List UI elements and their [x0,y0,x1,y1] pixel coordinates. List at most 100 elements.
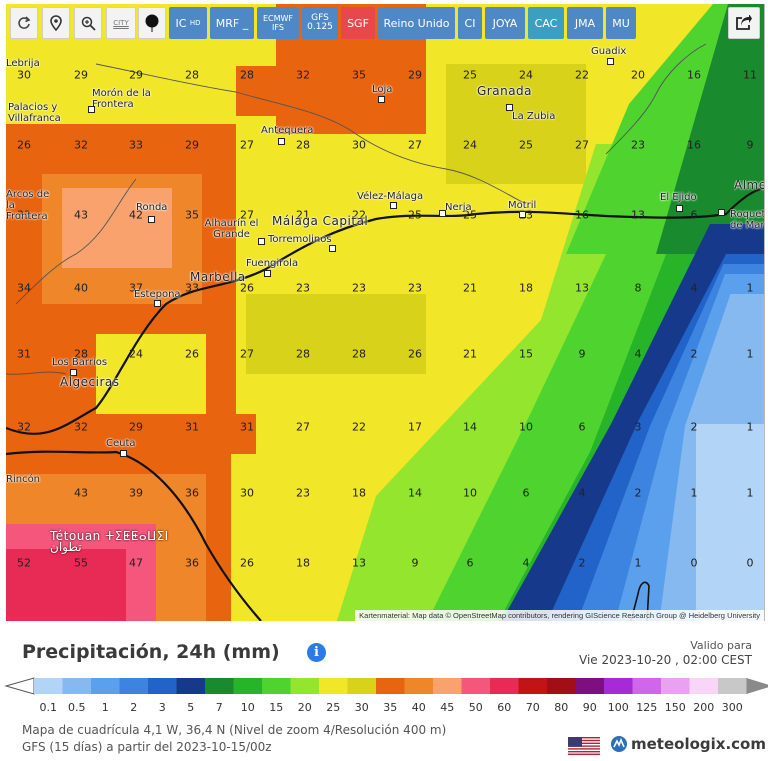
grid-value: 24 [129,347,143,361]
meteologix-logo-icon [611,736,627,752]
grid-value: 16 [687,138,701,152]
layer-toggle-button[interactable] [138,7,166,39]
panel-title: Precipitación, 24h (mm) [22,641,280,663]
grid-value: 32 [74,420,88,434]
refresh-button[interactable] [10,7,38,39]
grid-value: 32 [17,420,31,434]
scale-tick-label: 125 [636,701,658,714]
scale-swatch [376,678,405,694]
zone-darkyellow-granada [446,64,586,184]
scale-tick-label: 25 [326,701,341,714]
share-button[interactable] [728,7,760,39]
zoom-button[interactable] [74,7,102,39]
scale-tick-label: 15 [269,701,284,714]
grid-value: 29 [129,420,143,434]
grid-value: 33 [17,208,31,222]
model-ecmwf-sub: IFS [272,23,284,32]
grid-value: 3 [634,420,642,434]
grid-value: 16 [687,68,701,82]
model-reino-unido-button[interactable]: Reino Unido [378,7,455,39]
location-button[interactable] [42,7,70,39]
scale-swatch [233,678,262,694]
model-jma-button[interactable]: JMA [567,7,603,39]
grid-value: 25 [463,68,477,82]
grid-value: 9 [578,347,586,361]
scale-swatch [604,678,633,694]
place-ronda-marker [148,216,155,223]
scale-tick-label: 100 [607,701,629,714]
scale-swatch [575,678,604,694]
grid-value: 13 [631,208,645,222]
scale-left-arrow [4,677,35,695]
grid-value: 6 [690,208,698,222]
grid-value: 28 [296,347,310,361]
scale-tick-label: 20 [297,701,312,714]
grid-value: 43 [74,486,88,500]
grid-value: 26 [185,347,199,361]
scale-right-arrow [746,678,768,694]
place-el-ejido-marker [676,205,683,212]
scale-tick-label: 5 [187,701,195,714]
model-mu-button[interactable]: MU [606,7,636,39]
scale-swatch [433,678,462,694]
model-sgf-label: SGF [347,16,369,30]
city-toggle-button[interactable]: CITY [106,7,136,39]
place-velez-marker [390,202,397,209]
place-motril-marker [519,211,526,218]
grid-value: 24 [463,138,477,152]
us-flag-icon[interactable] [568,737,600,755]
model-mrf-button[interactable]: MRF _ [210,7,254,39]
zone-red-tetouan [6,549,126,621]
grid-value: 26 [240,556,254,570]
meteologix-brand[interactable]: meteologix.com [610,735,766,753]
grid-value: 14 [408,486,422,500]
model-cac-button[interactable]: CAC [528,7,564,39]
model-gfs-button[interactable]: GFS 0.125 [302,7,338,39]
scale-swatch [490,678,519,694]
grid-value: 31 [240,420,254,434]
grid-value: 25 [519,138,533,152]
grid-value: 47 [129,556,143,570]
place-nerja: Nerja [445,202,472,213]
grid-value: 22 [575,68,589,82]
grid-value: 30 [240,486,254,500]
grid-value: 4 [634,347,642,361]
model-joya-button[interactable]: JOYA [485,7,525,39]
grid-value: 23 [631,138,645,152]
place-malaga-capital: Málaga Capital [272,214,369,228]
place-moron: Morón de la Frontera [92,88,151,110]
scale-swatch [347,678,376,694]
scale-tick-label: 90 [582,701,597,714]
grid-value: 28 [185,68,199,82]
grid-value: 6 [466,556,474,570]
model-ic-button[interactable]: IC HD [169,7,207,39]
scale-swatch [718,678,747,694]
place-ronda: Ronda [136,202,168,213]
place-ceuta-marker [120,450,127,457]
scale-tick-label: 1 [101,701,109,714]
model-sgf-button[interactable]: SGF [341,7,375,39]
grid-value: 27 [408,138,422,152]
scale-swatch [205,678,234,694]
grid-value: 18 [519,281,533,295]
place-palacios: Palacios y Villafranca [8,102,61,124]
place-granada-marker [506,104,513,111]
place-la-zubia: La Zubia [512,111,556,122]
scale-swatch [632,678,661,694]
info-icon[interactable]: i [307,643,326,662]
place-el-ejido: El Ejido [660,192,697,203]
scale-swatch [461,678,490,694]
model-ecmwf-label: ECMWF [262,14,294,23]
grid-value: 1 [634,556,642,570]
model-ci-button[interactable]: CI [458,7,482,39]
scale-swatch [119,678,148,694]
model-ic-sub: HD [189,19,201,27]
share-icon [736,15,752,30]
grid-value: 42 [129,208,143,222]
model-ecmwf-button[interactable]: ECMWF IFS [257,7,299,39]
grid-value: 28 [296,138,310,152]
grid-value: 1 [746,486,754,500]
grid-value: 4 [690,281,698,295]
precipitation-map[interactable]: 30 29 29 28 28 32 35 29 25 24 22 20 16 11 26 32 33 29 27 28… [6,4,765,621]
grid-value: 23 [352,281,366,295]
